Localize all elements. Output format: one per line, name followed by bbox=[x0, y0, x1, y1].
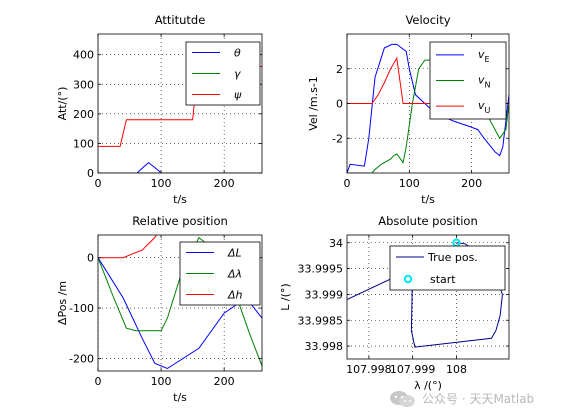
x-tick-label: 200 bbox=[461, 177, 482, 190]
y-tick-label: 2 bbox=[336, 63, 343, 76]
y-axis-label: Vel /m.s-1 bbox=[307, 76, 320, 131]
x-tick-label: 100 bbox=[151, 177, 172, 190]
axes-box bbox=[97, 234, 263, 372]
y-axis-label: Att/(°) bbox=[56, 87, 69, 121]
x-axis-label: t/s bbox=[173, 193, 187, 206]
axes-box bbox=[346, 234, 510, 360]
y-tick-label: 200 bbox=[73, 108, 94, 121]
legend-label: vE bbox=[478, 48, 490, 64]
wechat-icon bbox=[390, 391, 415, 407]
chart-title: Absolute position bbox=[378, 214, 477, 228]
y-tick-label: 400 bbox=[73, 49, 94, 62]
x-axis-label: t/s bbox=[173, 391, 187, 404]
y-tick-label: 33.9995 bbox=[298, 263, 344, 276]
x-tick-label: 107.999 bbox=[390, 363, 436, 376]
legend: θγψ bbox=[185, 41, 261, 106]
y-tick-label: 0 bbox=[336, 98, 343, 111]
x-tick-label: 200 bbox=[214, 375, 235, 388]
chart-title: Attitutde bbox=[155, 13, 206, 27]
x-axis-label: λ /(°) bbox=[414, 379, 442, 392]
y-axis-label: L /(°) bbox=[279, 283, 292, 310]
legend-label: ΔL bbox=[227, 247, 242, 260]
series-line-3 bbox=[347, 56, 509, 104]
series-line-1 bbox=[98, 257, 262, 370]
x-tick-label: 107.998 bbox=[346, 363, 392, 376]
axes-box bbox=[97, 33, 263, 174]
x-tick-label: 0 bbox=[95, 375, 102, 388]
legend-label: start bbox=[430, 273, 456, 286]
chart-title: Relative position bbox=[132, 214, 228, 228]
x-tick-label: 0 bbox=[344, 177, 351, 190]
y-tick-label: 100 bbox=[73, 137, 94, 150]
legend: True pos. start bbox=[389, 245, 506, 291]
legend-marker bbox=[403, 274, 413, 284]
legend-label: Δh bbox=[227, 289, 243, 302]
legend-label: γ bbox=[234, 68, 241, 81]
y-axis-label: ΔPos /m bbox=[56, 281, 69, 325]
y-tick-label: 300 bbox=[73, 78, 94, 91]
y-tick-label: 33.999 bbox=[305, 288, 344, 301]
x-tick-label: 100 bbox=[399, 177, 420, 190]
y-tick-label: 0 bbox=[87, 167, 94, 180]
x-tick-label: 0 bbox=[95, 177, 102, 190]
y-tick-label: -200 bbox=[69, 352, 94, 365]
x-axis-label: t/s bbox=[421, 193, 435, 206]
watermark: 公众号 · 天天Matlab bbox=[388, 388, 558, 410]
x-tick-label: 100 bbox=[151, 375, 172, 388]
y-tick-label: 34 bbox=[329, 237, 343, 250]
watermark-text: 公众号 · 天天Matlab bbox=[422, 392, 535, 406]
subplot-3: 0 100 200 -200 -100 0 Relative position t/s ΔPos… bbox=[56, 214, 263, 404]
series-group bbox=[347, 43, 509, 173]
y-tick-label: -2 bbox=[332, 132, 343, 145]
x-tick-label: 108 bbox=[446, 363, 467, 376]
x-tick-label: 200 bbox=[214, 177, 235, 190]
series-line-3 bbox=[98, 235, 157, 259]
chart-title: Velocity bbox=[405, 13, 450, 27]
legend-label: θ bbox=[234, 47, 241, 60]
subplot-1: 0 100 200 0 100 200 300 400 Attitutde t/s Att/(°) θ… bbox=[56, 13, 263, 206]
legend-label: True pos. bbox=[427, 251, 478, 264]
legend-label: Δλ bbox=[227, 268, 242, 281]
y-tick-label: 33.9985 bbox=[298, 314, 344, 327]
y-tick-label: 33.998 bbox=[305, 340, 344, 353]
series-line-1 bbox=[347, 43, 509, 173]
series-line-2 bbox=[347, 59, 509, 173]
legend: ΔL Δλ Δh bbox=[179, 241, 261, 306]
y-tick-label: 0 bbox=[87, 252, 94, 265]
y-tick-label: -100 bbox=[69, 302, 94, 315]
legend-label: ψ bbox=[234, 89, 242, 102]
